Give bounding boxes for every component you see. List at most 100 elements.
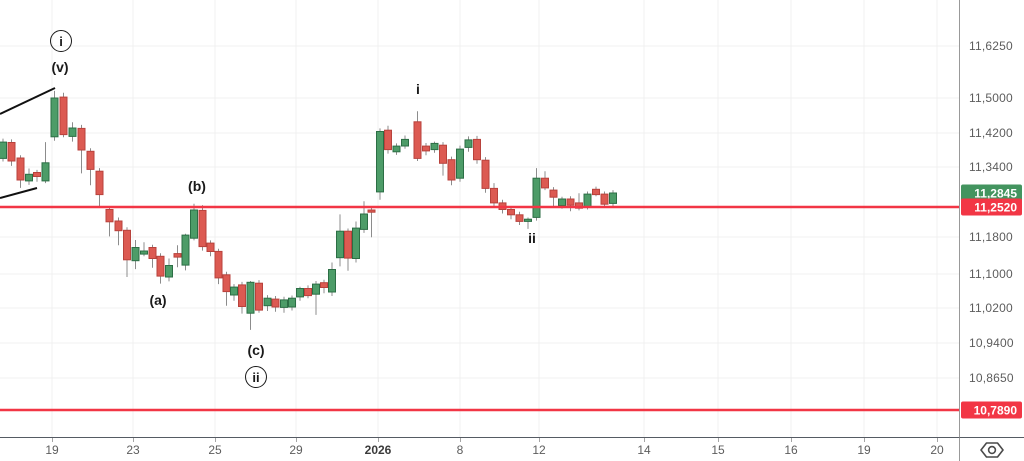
candle-body-up (50, 97, 59, 138)
eye-icon[interactable] (980, 440, 1004, 460)
time-axis-label: 19 (857, 442, 871, 457)
candle-body-down (439, 144, 447, 164)
time-axis-label: 20 (930, 442, 944, 457)
wave-label[interactable]: (c) (247, 342, 265, 358)
candle-body-down (422, 145, 430, 152)
wave-label[interactable]: ii (245, 366, 267, 388)
time-axis-label: 8 (456, 442, 464, 457)
candle-body-up (583, 193, 592, 208)
wave-label[interactable]: i (50, 30, 72, 52)
candle-body-down (304, 288, 312, 297)
time-axis-label: 2026 (364, 442, 392, 457)
candle-body-down (95, 170, 104, 196)
trendline[interactable] (0, 187, 38, 199)
candle-body-down (600, 193, 609, 205)
candle-body-up (0, 141, 7, 159)
candle-body-up (263, 297, 272, 307)
candle-body-down (238, 284, 246, 307)
price-axis-label: 11,1800 (969, 230, 1013, 244)
time-axis-label: 15 (711, 442, 725, 457)
candle-body-up (288, 297, 296, 308)
candle-body-down (59, 96, 68, 136)
price-axis-label: 10,8650 (969, 371, 1014, 385)
chart-pane[interactable]: i (v) (b) (a) (c) ii i ii (0, 0, 959, 437)
candle-body-up (401, 138, 409, 147)
candle-body-up (280, 299, 288, 308)
candle-body-down (490, 187, 498, 204)
candle-body-up (131, 247, 140, 262)
candle-body-up (558, 198, 566, 207)
candle-body-down (592, 188, 600, 196)
candle-body-up (190, 209, 198, 239)
time-axis-tick (864, 438, 865, 442)
candle-body-down (156, 255, 165, 277)
price-axis-label: 11,0200 (969, 301, 1013, 315)
axis-corner (959, 437, 1024, 461)
candle-body-down (7, 142, 16, 162)
time-axis-label: 23 (126, 442, 140, 457)
candle-body-up (464, 139, 473, 148)
candle-body-up (360, 213, 368, 230)
candle-body-up (230, 286, 238, 296)
candle-body-up (165, 265, 173, 278)
candle-body-up (336, 230, 344, 259)
candle-body-down (77, 127, 86, 151)
candle-body-up (456, 148, 464, 179)
price-axis[interactable]: 11,6250 11,5000 11,4200 11,3400 11,1800 11,10… (959, 0, 1024, 437)
candle-body-down (344, 230, 352, 259)
candle-body-down (541, 177, 549, 189)
time-axis-tick (133, 438, 134, 442)
candle-body-up (296, 288, 304, 298)
candle-body-up (328, 269, 336, 293)
time-axis-label: 29 (289, 442, 303, 457)
time-axis-label: 25 (208, 442, 222, 457)
wave-label[interactable]: ii (528, 230, 536, 246)
time-axis-tick (791, 438, 792, 442)
candle-body-down (367, 209, 376, 213)
candle-body-down (206, 242, 215, 253)
candle-body-up (181, 234, 190, 266)
candle-body-up (352, 227, 360, 260)
candle-body-up (25, 173, 33, 182)
candle-body-down (148, 247, 157, 259)
candle-body-up (392, 145, 401, 153)
wave-label[interactable]: (b) (188, 178, 206, 194)
time-axis-tick (296, 438, 297, 442)
trendline[interactable] (0, 87, 56, 115)
candle-body-down (33, 172, 41, 177)
price-axis-label: 11,5000 (969, 91, 1013, 105)
time-axis-label: 19 (45, 442, 59, 457)
candle-body-down (384, 129, 392, 151)
candle-body-up (140, 250, 148, 255)
candle-body-down (481, 159, 490, 189)
candle-body-up (246, 281, 255, 314)
candle-body-up (41, 162, 50, 182)
candle-body-down (114, 220, 123, 232)
time-axis-tick (378, 438, 379, 442)
time-axis-tick (937, 438, 938, 442)
level-price-badge: 10,7890 (961, 401, 1022, 419)
candle-body-down (413, 121, 422, 159)
candlestick-chart (0, 0, 959, 437)
price-axis-label: 10,9400 (969, 336, 1014, 350)
time-axis-tick (644, 438, 645, 442)
wave-label[interactable]: (a) (149, 292, 167, 308)
candle-body-up (312, 283, 320, 295)
candle-body-down (566, 198, 575, 206)
wave-label[interactable]: (v) (51, 59, 69, 75)
level-price-badge: 11,2520 (961, 198, 1022, 216)
price-axis-label: 11,6250 (969, 39, 1013, 53)
time-axis[interactable]: 19 23 25 29 2026 8 12 14 15 16 19 20 (0, 437, 959, 461)
price-axis-label: 11,3400 (969, 160, 1013, 174)
candle-body-down (447, 159, 456, 181)
last-price-badge: 11,2845 (961, 184, 1022, 202)
price-axis-label: 11,1000 (969, 267, 1013, 281)
time-axis-label: 16 (784, 442, 798, 457)
candle-body-down (507, 209, 515, 216)
candle-body-down (105, 209, 114, 223)
time-axis-tick (539, 438, 540, 442)
wave-label[interactable]: i (416, 81, 420, 97)
candle-body-down (16, 157, 25, 181)
time-axis-label: 14 (637, 442, 651, 457)
